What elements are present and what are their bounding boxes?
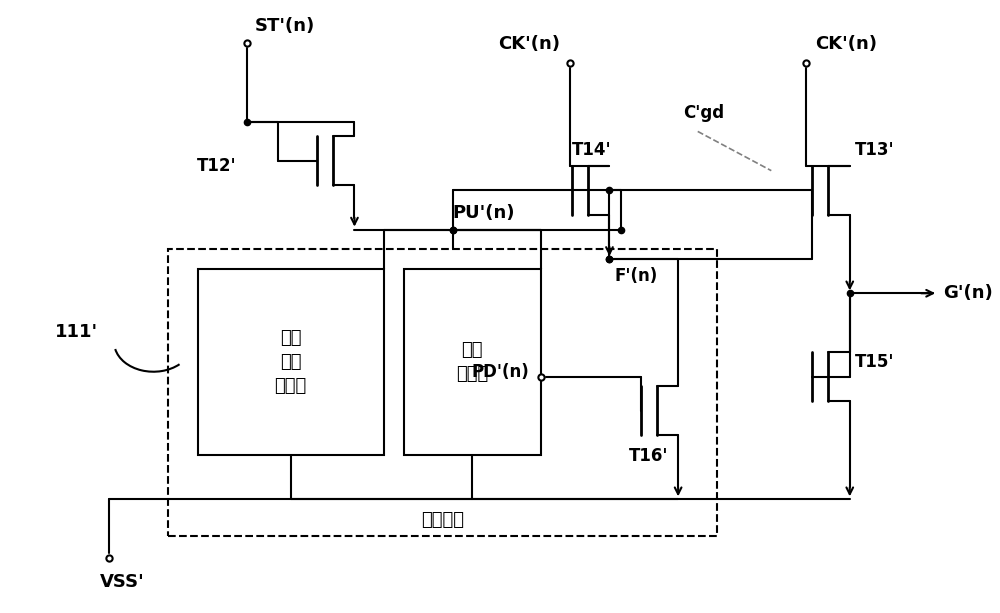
Text: G'(n): G'(n): [943, 284, 993, 302]
Text: PD'(n): PD'(n): [471, 363, 529, 381]
Text: CK'(n): CK'(n): [815, 35, 877, 53]
Text: PU'(n): PU'(n): [453, 204, 515, 222]
Text: 下拉
控制
子模块: 下拉 控制 子模块: [275, 329, 307, 395]
Text: 111': 111': [55, 324, 98, 341]
Text: 稳压模块: 稳压模块: [421, 511, 464, 528]
Text: 下拉
子模块: 下拉 子模块: [456, 341, 488, 383]
Text: T14': T14': [572, 141, 612, 159]
Text: F'(n): F'(n): [614, 267, 658, 285]
Text: T15': T15': [855, 353, 894, 371]
Text: T13': T13': [855, 141, 894, 159]
Text: ST'(n): ST'(n): [254, 17, 315, 36]
Text: CK'(n): CK'(n): [498, 35, 560, 53]
Text: VSS': VSS': [99, 573, 144, 591]
Text: T16': T16': [629, 447, 668, 465]
Text: T12': T12': [197, 157, 237, 175]
Text: C'gd: C'gd: [683, 104, 724, 121]
